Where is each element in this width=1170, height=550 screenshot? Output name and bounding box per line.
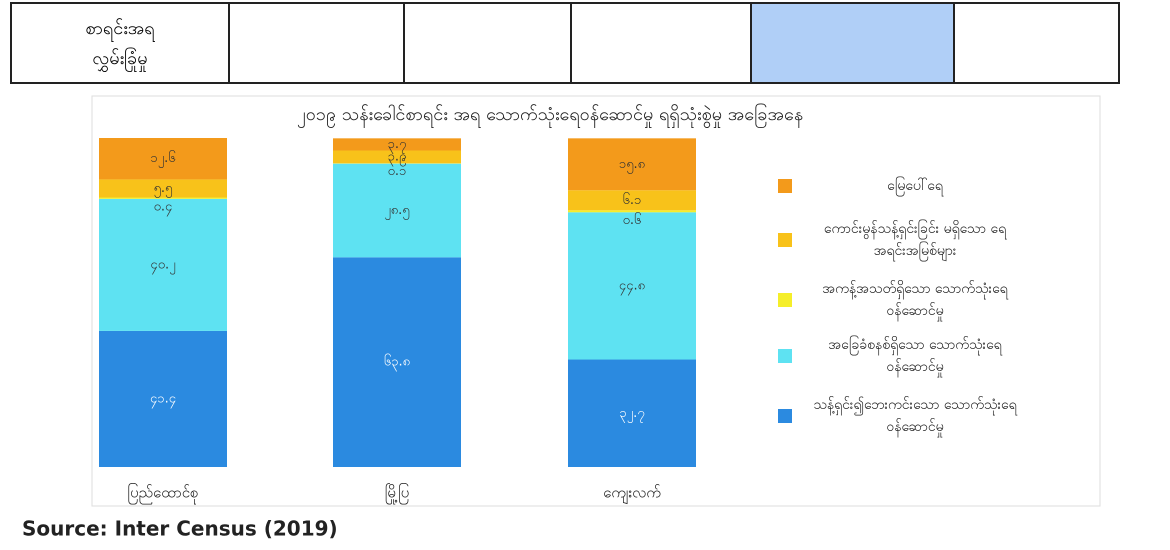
- legend-label: ကောင်းမွန်သန့်ရှင်းခြင်း မရှိသော ရေအရင်း…: [823, 221, 1007, 259]
- chart-title: ၂၀၁၉ သန်းခေါင်စာရင်း အရ သောက်သုံးရေဝန်ဆေ…: [297, 103, 803, 128]
- bar-segment: [99, 198, 227, 331]
- value-label: ၄၁.၄: [150, 391, 177, 408]
- x-tick-label: ကျေးလက်: [603, 484, 661, 505]
- bar-segment: [333, 138, 461, 151]
- value-label: ၃.၉: [388, 149, 407, 166]
- value-label: ၆.၁: [623, 192, 642, 208]
- value-label: ၄၄.၈: [619, 278, 645, 295]
- legend-label: သန့်ရှင်း၍ဘေးကင်းသော သောက်သုံးရေဝန်ဆောင်…: [813, 397, 1017, 435]
- header-line: လွှမ်းခြုံမှု: [92, 48, 148, 69]
- bar-segment: [568, 138, 696, 191]
- bar-segment: [568, 190, 696, 211]
- legend-swatch: [778, 349, 792, 363]
- bar-segment: [568, 359, 696, 467]
- source: Source: Inter Census (2019): [22, 517, 338, 541]
- value-label: ၆၃.၈: [384, 354, 410, 372]
- value-label: ၀.၁: [388, 164, 407, 179]
- bar-segment: [99, 330, 227, 467]
- legend-swatch: [778, 179, 792, 193]
- legend-label: အကန့်အသတ်ရှိသော သောက်သုံးရေ ဝန်ဆောင်မှု: [822, 281, 1008, 319]
- bar-segment: [333, 150, 461, 164]
- x-tick-label: ပြည်ထောင်စု: [127, 483, 198, 505]
- bar-segment: [99, 197, 227, 199]
- x-tick-label: မြို့ပြ: [385, 483, 409, 505]
- bar-segment: [568, 210, 696, 213]
- table-cell: [953, 2, 1120, 84]
- value-label: ၅.၅: [154, 181, 173, 198]
- value-label: ၄၀.၂: [150, 257, 175, 274]
- value-label: ၁၅.၈: [619, 157, 645, 174]
- value-label: ၂၈.၅: [384, 203, 409, 220]
- value-label: ၃၂.၇: [619, 406, 644, 423]
- legend-swatch: [778, 409, 792, 423]
- value-label: ၁၂.၆: [150, 150, 175, 168]
- bar-segment: [568, 212, 696, 360]
- table-cell: [750, 2, 955, 84]
- bar-segment: [99, 138, 227, 180]
- value-label: ၃.၇: [388, 137, 407, 154]
- chart-frame: [91, 95, 1101, 507]
- value-label: ၀.၄: [154, 199, 173, 216]
- value-label: ၀.၆: [623, 212, 642, 228]
- legend-label: အခြေခံစနစ်ရှိသော သောက်သုံးရေဝန်ဆောင်မှု: [828, 337, 1002, 375]
- bar-segment: [99, 179, 227, 198]
- legend-swatch: [778, 233, 792, 247]
- bar-segment: [333, 163, 461, 258]
- legend-label: မြေပေါ်ရေ: [887, 178, 943, 194]
- legend-swatch: [778, 293, 792, 307]
- header-line: စာရင်းအရ: [85, 18, 155, 39]
- bar-segment: [333, 257, 461, 467]
- header-cell: စာရင်းအရ လွှမ်းခြုံမှု: [10, 2, 230, 84]
